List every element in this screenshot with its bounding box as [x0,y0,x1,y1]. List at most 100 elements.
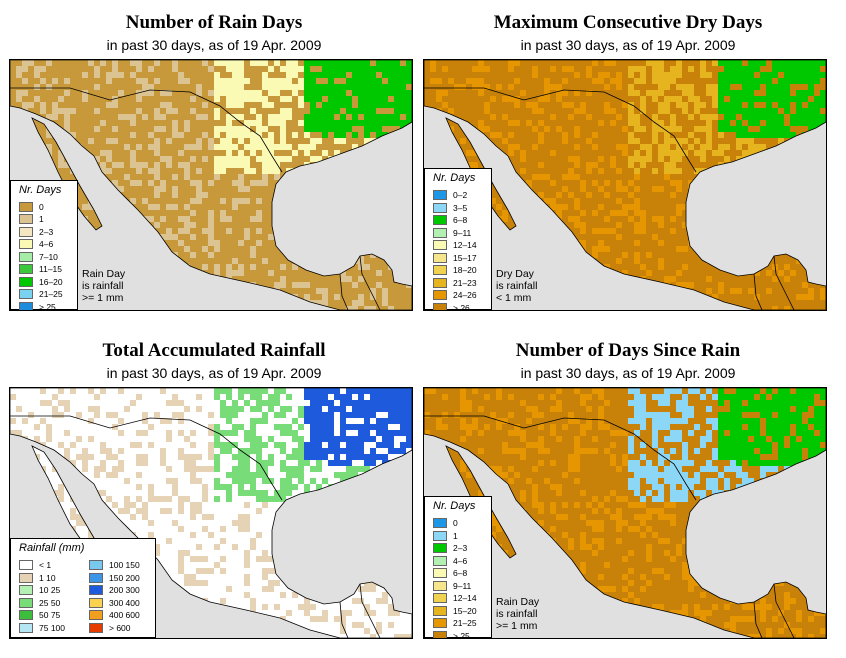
legend-swatch [433,252,447,263]
legend-label: 0 [453,518,458,528]
baja-outline [445,445,517,559]
legend-label: 4–6 [39,239,54,250]
country-borders [424,87,795,310]
legend-swatch [433,227,447,238]
legend-swatch [19,289,33,300]
legend-swatch [19,597,33,608]
legend-swatch [19,264,33,275]
legend-swatch [433,290,447,300]
map-total-rainfall: Rainfall (mm) < 1 1 10 10 25 25 50 50 75 75 10… [9,387,413,639]
legend-swatch [89,585,103,595]
baja-outline [445,117,517,231]
legend-swatch [19,622,33,633]
legend-label: 21–23 [453,277,477,288]
legend-title: Rainfall (mm) [19,542,85,554]
legend-label: 1 [39,214,44,225]
legend-swatch [433,593,447,603]
legend-label: 11–15 [39,264,63,275]
legend-swatch [433,265,447,275]
map-note: Rain Day is rainfall >= 1 mm [496,596,539,632]
legend-label: 100 150 [109,560,140,570]
panel-title: Total Accumulated Rainfall [102,340,326,361]
country-borders [10,415,381,638]
map-note-line: >= 1 mm [496,620,538,632]
map-note-line: is rainfall [496,608,538,620]
map-note-line: is rainfall [496,280,538,292]
panel-subtitle: in past 30 days, as of 19 Apr. 2009 [106,37,322,53]
panel-subtitle: in past 30 days, as of 19 Apr. 2009 [106,365,322,381]
legend-label: 1 [453,530,458,541]
land-outline [10,388,412,638]
legend-label: 7–10 [39,251,58,262]
legend-label: 1 10 [39,572,56,583]
legend: Nr. Days 0–2 3–5 6–8 9–11 12–14 15–17 18–20 21–2… [424,168,492,310]
legend-swatch [433,555,447,566]
legend-swatch [19,301,33,310]
legend-label: 2–3 [39,226,54,237]
legend-label: 75 100 [39,622,65,633]
legend-label: 15–17 [453,252,477,263]
legend-swatch [89,572,103,583]
legend-title: Nr. Days [433,500,476,512]
land-outline [424,60,826,310]
legend-label: 3–5 [453,202,468,213]
map-rain-days: Nr. Days 0 1 2–3 4–6 7–10 11–15 16–20 21–25 > 25 R… [9,59,413,311]
legend-swatch [19,560,33,570]
panel-subtitle: in past 30 days, as of 19 Apr. 2009 [520,365,736,381]
legend-swatch [89,622,103,633]
legend-swatch [433,302,447,310]
legend-swatch [19,239,33,250]
legend: Nr. Days 0 1 2–3 4–6 7–10 11–15 16–20 21–25 > 25 [10,179,78,311]
legend-label: 0 [39,201,44,212]
map-days-since-rain: Nr. Days 0 1 2–3 4–6 6–8 9–11 12–14 15–20 21–25 > … [423,387,827,639]
legend-swatch [19,201,33,212]
map-note-line: Rain Day [82,268,126,280]
legend-label: 4–6 [453,555,468,566]
legend-swatch [89,560,103,570]
map-note-line: is rainfall [82,280,124,292]
legend-label: 15–20 [453,605,477,616]
map-note: Rain Day is rainfall >= 1 mm [82,268,125,304]
map-note-line: Dry Day [496,268,534,280]
panel-title: Number of Rain Days [125,12,303,33]
legend-label: 21–25 [453,618,477,628]
legend-label: 18–20 [453,265,477,275]
panel-title: Number of Days Since Rain [515,340,741,361]
baja-outline [31,117,103,231]
legend-swatch [19,572,33,583]
legend-swatch [89,610,103,620]
legend-swatch [19,214,33,225]
legend-label: 21–25 [39,289,63,300]
legend-label: 16–20 [39,276,63,287]
legend-swatch [19,276,33,287]
legend-swatch [433,605,447,616]
panel-title: Maximum Consecutive Dry Days [493,12,763,33]
land-outline [424,388,826,638]
legend-label: 9–11 [453,227,472,238]
legend-label: > 600 [109,622,131,633]
legend-swatch [433,240,447,250]
legend-label: 12–14 [453,240,477,250]
map-note-line: >= 1 mm [82,292,124,304]
legend-swatch [433,568,447,578]
map-max-dry-days: Nr. Days 0–2 3–5 6–8 9–11 12–14 15–17 18–20 21–2… [423,59,827,311]
legend-label: 0–2 [453,190,468,200]
legend-swatch [19,610,33,620]
legend-label: 300 400 [109,597,140,608]
legend-label: > 25 [39,301,56,311]
legend-swatch [433,277,447,288]
legend-label: > 26 [453,302,470,311]
legend-swatch [433,630,447,638]
legend-swatch [433,518,447,528]
legend-label: 12–14 [453,593,477,603]
legend-swatch [433,530,447,541]
legend-swatch [433,618,447,628]
map-svg [424,60,826,310]
legend-label: 400 600 [109,610,140,620]
legend-label: 10 25 [39,585,61,595]
legend-swatch [433,215,447,225]
legend-swatch [19,226,33,237]
legend-label: > 25 [453,630,470,639]
legend-label: 200 300 [109,585,140,595]
country-borders [10,87,381,310]
